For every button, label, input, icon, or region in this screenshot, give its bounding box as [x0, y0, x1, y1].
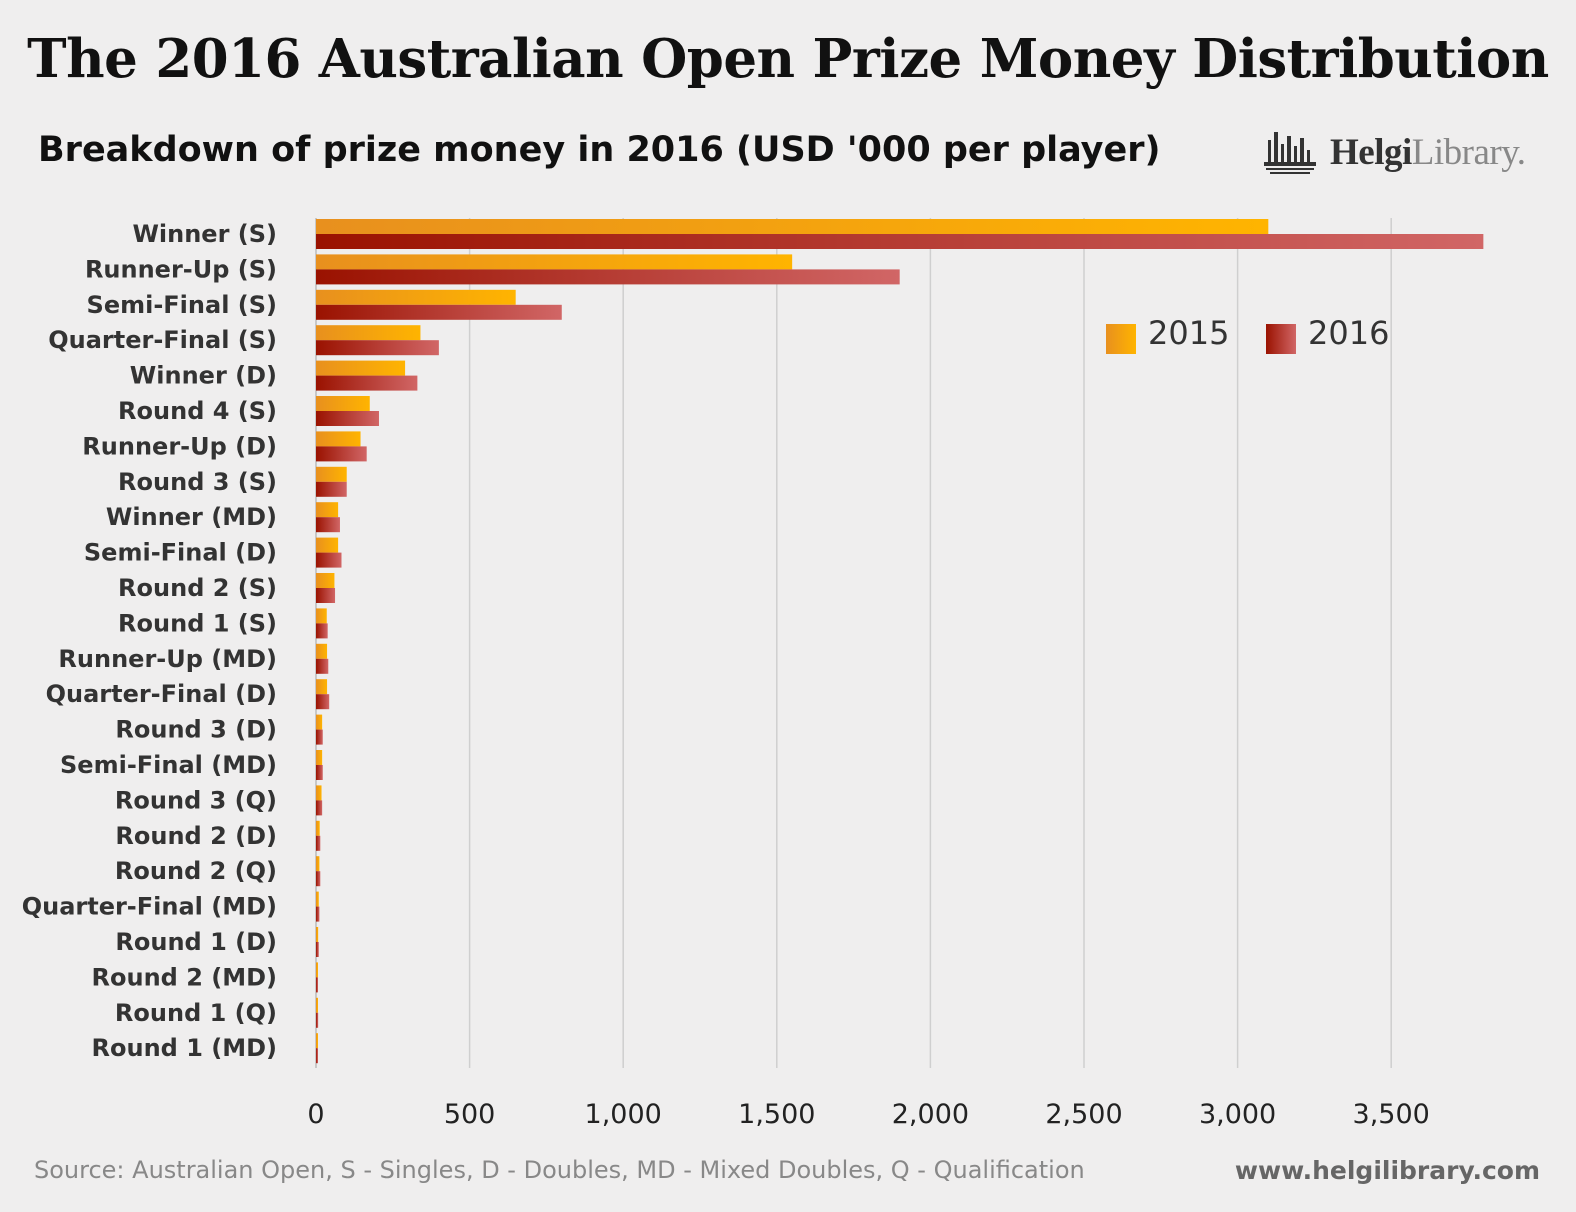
bar-2016	[316, 942, 319, 957]
category-label: Round 2 (MD)	[92, 963, 277, 991]
bar-2016	[316, 234, 1484, 249]
legend[interactable]: 2015 2016	[1106, 314, 1389, 354]
bar-2016	[316, 800, 323, 816]
bar-2015	[316, 785, 322, 801]
category-label: Semi-Final (D)	[84, 539, 277, 567]
bar-2016	[316, 871, 321, 887]
bar-2015	[316, 431, 361, 447]
x-tick-label: 1,500	[738, 1099, 815, 1130]
chart-title: The 2016 Australian Open Prize Money Dis…	[27, 28, 1549, 90]
x-tick-label: 0	[307, 1099, 324, 1130]
bar-2015	[316, 962, 318, 978]
bar-2016	[316, 517, 340, 533]
bar-2015	[316, 396, 370, 411]
bar-2015	[316, 820, 320, 836]
category-label: Round 2 (S)	[118, 574, 277, 602]
bar-2015	[316, 573, 335, 588]
bar-2015	[316, 1033, 318, 1049]
category-label: Runner-Up (D)	[82, 432, 277, 460]
bar-2016	[316, 340, 439, 356]
category-label: Runner-Up (MD)	[58, 645, 277, 673]
bar-2015	[316, 289, 516, 305]
category-label: Round 1 (D)	[115, 928, 277, 956]
bar-2016	[316, 304, 562, 320]
bar-2016	[316, 1012, 319, 1028]
bar-2016	[316, 977, 318, 993]
category-label: Round 3 (S)	[118, 468, 277, 496]
category-label: Quarter-Final (MD)	[22, 893, 277, 921]
bar-2015	[316, 254, 793, 270]
x-tick-label: 3,500	[1353, 1099, 1430, 1130]
bar-2016	[316, 269, 900, 285]
bar-2015	[316, 750, 323, 765]
x-tick-label: 3,000	[1199, 1099, 1276, 1130]
bar-2016	[316, 481, 347, 497]
bar-2015	[316, 856, 320, 872]
category-labels: Winner (S) Runner-Up (S) Semi-Final (S) Qua…	[22, 220, 277, 1062]
legend-swatch-2016	[1266, 324, 1296, 354]
bar-2016	[316, 446, 367, 462]
category-label: Round 2 (Q)	[115, 857, 277, 885]
bar-2015	[316, 608, 327, 624]
bar-2016	[316, 375, 418, 391]
bar-2016	[316, 694, 330, 710]
bar-2016	[316, 729, 323, 745]
category-label: Semi-Final (S)	[87, 291, 277, 319]
x-tick-label: 1,000	[585, 1099, 662, 1130]
bar-2015	[316, 360, 406, 376]
category-label: Runner-Up (S)	[85, 255, 277, 283]
source-note: Source: Australian Open, S - Singles, D …	[34, 1156, 1085, 1184]
x-tick-label: 2,000	[892, 1099, 969, 1130]
category-label: Round 1 (MD)	[92, 1034, 277, 1062]
bar-2016	[316, 658, 329, 674]
bar-2016	[316, 765, 323, 780]
legend-swatch-2015	[1106, 324, 1136, 354]
bar-2015	[316, 466, 347, 482]
bar-2016	[316, 588, 336, 603]
bar-2015	[316, 679, 328, 695]
category-label: Winner (MD)	[106, 503, 277, 531]
bar-2015	[316, 219, 1269, 234]
category-label: Round 2 (D)	[115, 822, 277, 850]
category-label: Quarter-Final (S)	[48, 326, 277, 354]
bar-2016	[316, 906, 320, 922]
bar-2015	[316, 891, 319, 907]
x-tick-label: 2,500	[1045, 1099, 1122, 1130]
category-label: Semi-Final (MD)	[60, 751, 277, 779]
bar-2016	[316, 623, 328, 639]
bar-2015	[316, 537, 339, 553]
bar-2016	[316, 411, 379, 426]
legend-label-2015: 2015	[1148, 314, 1229, 352]
brand-name-part1: Helgi	[1330, 131, 1412, 173]
category-label: Round 1 (S)	[118, 609, 277, 637]
bar-2015	[316, 325, 421, 341]
bar-2016	[316, 1048, 318, 1064]
category-label: Quarter-Final (D)	[46, 680, 277, 708]
category-label: Winner (S)	[132, 220, 277, 248]
bar-chart-logo-icon	[1264, 132, 1316, 174]
gridlines	[315, 218, 1392, 1068]
category-label: Round 3 (Q)	[115, 786, 277, 814]
bar-2015	[316, 997, 318, 1013]
legend-label-2016: 2016	[1308, 314, 1389, 352]
helgi-library-logo[interactable]: HelgiLibrary.	[1262, 124, 1526, 180]
category-label: Round 1 (Q)	[115, 999, 277, 1027]
bars	[316, 219, 1484, 1064]
chart-subtitle: Breakdown of prize money in 2016 (USD '0…	[38, 130, 1161, 170]
brand-name-part2: Library.	[1411, 131, 1526, 173]
category-label: Round 3 (D)	[115, 716, 277, 744]
x-axis-tick-labels: 0 500 1,000 1,500 2,000 2,500 3,000 3,500	[307, 1099, 1429, 1130]
website-link[interactable]: www.helgilibrary.com	[1234, 1156, 1540, 1185]
bar-2015	[316, 927, 319, 942]
bar-2016	[316, 552, 342, 568]
category-label: Winner (D)	[130, 362, 277, 390]
bar-2016	[316, 835, 321, 851]
bar-2015	[316, 502, 339, 518]
bar-2015	[316, 643, 328, 659]
category-label: Round 4 (S)	[118, 397, 277, 425]
x-tick-label: 500	[444, 1099, 496, 1130]
bar-2015	[316, 714, 323, 730]
brand-name: HelgiLibrary.	[1330, 131, 1526, 174]
